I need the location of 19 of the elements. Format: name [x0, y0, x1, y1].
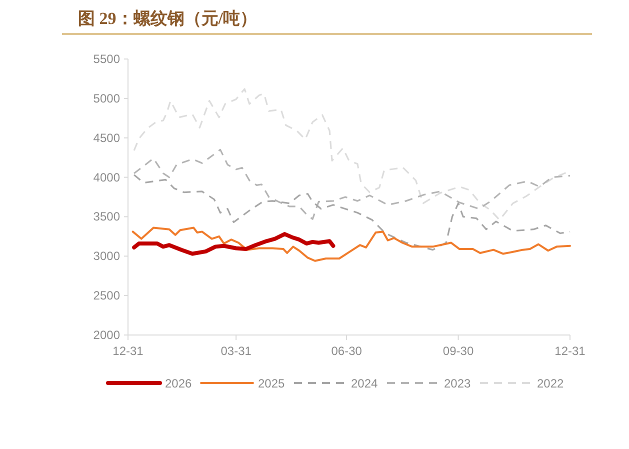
y-tick-label: 3000 [93, 249, 120, 264]
x-tick-label: 12-31 [554, 344, 586, 358]
legend-label: 2025 [258, 376, 286, 390]
legend-label: 2024 [351, 376, 378, 390]
y-tick-label: 4500 [93, 130, 120, 145]
x-tick-label: 12-31 [112, 344, 144, 358]
y-tick-label: 4000 [93, 170, 120, 184]
legend-label: 2022 [537, 376, 564, 390]
legend-label: 2026 [165, 376, 192, 390]
y-tick-label: 5500 [93, 52, 120, 66]
x-tick-label: 06-30 [331, 344, 362, 358]
chart-title: 图 29：螺纹钢（元/吨） [78, 9, 257, 28]
x-tick-label: 03-31 [220, 344, 252, 358]
y-tick-label: 2500 [93, 288, 120, 303]
x-tick-label: 09-30 [442, 344, 474, 358]
legend-label: 2023 [444, 376, 472, 390]
y-tick-label: 5000 [93, 91, 120, 106]
y-tick-label: 3500 [93, 210, 120, 224]
y-tick-label: 2000 [93, 328, 120, 342]
